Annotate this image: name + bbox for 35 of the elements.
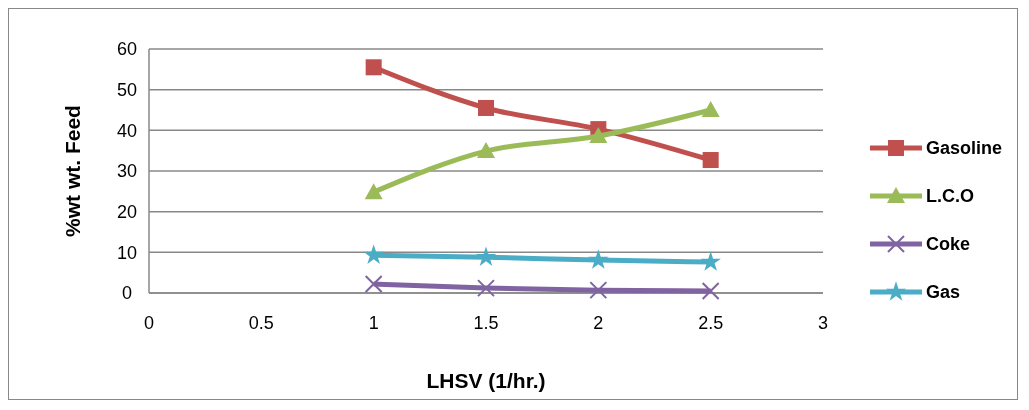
y-axis-title: %wt wt. Feed <box>61 105 84 237</box>
point <box>363 244 384 264</box>
point <box>701 281 720 300</box>
x-tick-label: 3 <box>817 313 829 333</box>
legend-label: Gas <box>926 282 961 303</box>
legend-label: L.C.O <box>926 186 974 207</box>
x-tick-label: 2.5 <box>698 313 724 333</box>
point <box>365 59 382 76</box>
point <box>701 101 720 117</box>
y-tick-label: 0 <box>121 283 133 304</box>
x-tick-label: 0.5 <box>248 313 274 333</box>
point <box>477 279 495 298</box>
point <box>478 99 494 116</box>
point <box>588 249 609 269</box>
x-tick-label: 1.5 <box>473 313 499 333</box>
point <box>364 275 383 294</box>
point <box>589 127 608 144</box>
y-tick-label: 60 <box>116 39 138 60</box>
point <box>475 246 497 266</box>
x-tick-label: 0 <box>143 313 155 333</box>
x-tick-label: 1 <box>368 313 379 333</box>
y-tick-label: 30 <box>116 161 138 182</box>
point <box>589 281 608 300</box>
y-tick-label: 50 <box>116 79 138 100</box>
point <box>700 251 721 271</box>
y-tick-label: 10 <box>116 242 138 263</box>
legend-label: Gasoline <box>926 138 1003 159</box>
point <box>477 142 495 159</box>
point <box>364 183 383 200</box>
x-tick-label: 2 <box>593 313 604 333</box>
legend-label: Coke <box>926 234 971 255</box>
y-tick-label: 40 <box>116 120 138 141</box>
point <box>702 152 719 169</box>
x-axis-title: LHSV (1/hr.) <box>426 369 546 392</box>
y-tick-label: 20 <box>116 201 138 222</box>
